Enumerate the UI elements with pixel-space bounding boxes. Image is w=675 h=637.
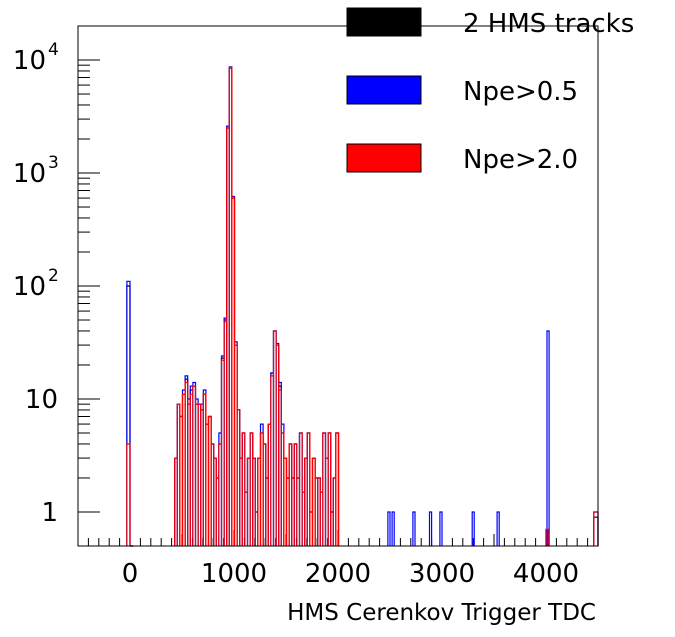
legend: 2 HMS tracks Npe>0.5 Npe>2.0 — [346, 7, 634, 175]
y-tick-exponent: 3 — [48, 153, 59, 173]
series-layer — [126, 66, 599, 547]
y-tick-label: 10 4 — [13, 40, 59, 76]
y-tick-label: 10 2 — [13, 266, 59, 302]
y-tick-exponent: 2 — [48, 266, 59, 286]
legend-item: Npe>0.5 — [346, 75, 578, 107]
y-tick-base: 10 — [25, 385, 58, 415]
x-axis-label: HMS Cerenkov Trigger TDC — [287, 600, 596, 626]
legend-swatch — [346, 143, 422, 173]
x-tick-label: 1000 — [201, 559, 267, 589]
x-tick-label: 2000 — [305, 559, 371, 589]
y-tick-base: 10 — [13, 272, 46, 302]
legend-swatch — [346, 7, 422, 37]
plot-frame — [77, 25, 599, 547]
y-major-ticks — [78, 59, 100, 513]
legend-label: 2 HMS tracks — [463, 9, 634, 39]
legend-swatch — [346, 75, 422, 105]
y-tick-label: 10 — [25, 385, 58, 415]
y-tick-label: 1 — [41, 498, 58, 528]
y-tick-exponent: 4 — [48, 40, 59, 60]
y-tick-base: 1 — [41, 498, 58, 528]
x-tick-label: 4000 — [513, 559, 579, 589]
x-tick-labels: 0 1000 2000 3000 4000 — [122, 559, 579, 589]
y-tick-base: 10 — [13, 159, 46, 189]
series-line-2 — [126, 66, 599, 547]
y-minor-ticks — [78, 25, 90, 479]
legend-item: 2 HMS tracks — [346, 7, 634, 39]
x-tick-label: 3000 — [409, 559, 475, 589]
x-tick-label: 0 — [122, 559, 139, 589]
legend-label: Npe>0.5 — [463, 77, 578, 107]
legend-item: Npe>2.0 — [346, 143, 578, 175]
y-tick-base: 10 — [13, 46, 46, 76]
y-tick-label: 10 3 — [13, 153, 59, 189]
legend-label: Npe>2.0 — [463, 145, 578, 175]
